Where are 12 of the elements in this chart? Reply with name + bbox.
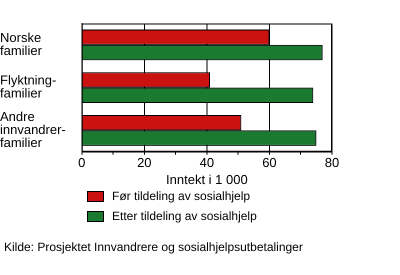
x-tick-label: 40 bbox=[200, 155, 214, 170]
y-tick-label: Andre innvandrer- familier bbox=[0, 108, 66, 150]
y-tick-label: Flyktning- familier bbox=[0, 72, 56, 101]
legend-label: Før tildeling av sosialhjelp bbox=[112, 189, 250, 203]
text: Kilde: Prosjektet Innvandrere og sosialhjelpsutbetalinger bbox=[4, 240, 303, 254]
x-tick-label: 60 bbox=[262, 155, 277, 170]
x-tick-label: 20 bbox=[137, 155, 152, 170]
y-tick-label: Norske familier bbox=[0, 30, 43, 58]
legend-label: Etter tildeling av sosialhjelp bbox=[112, 209, 257, 223]
x-tick-label: 0 bbox=[78, 155, 86, 170]
x-axis-title: Inntekt i 1 000 bbox=[166, 172, 248, 187]
x-tick-label: 80 bbox=[324, 155, 340, 170]
